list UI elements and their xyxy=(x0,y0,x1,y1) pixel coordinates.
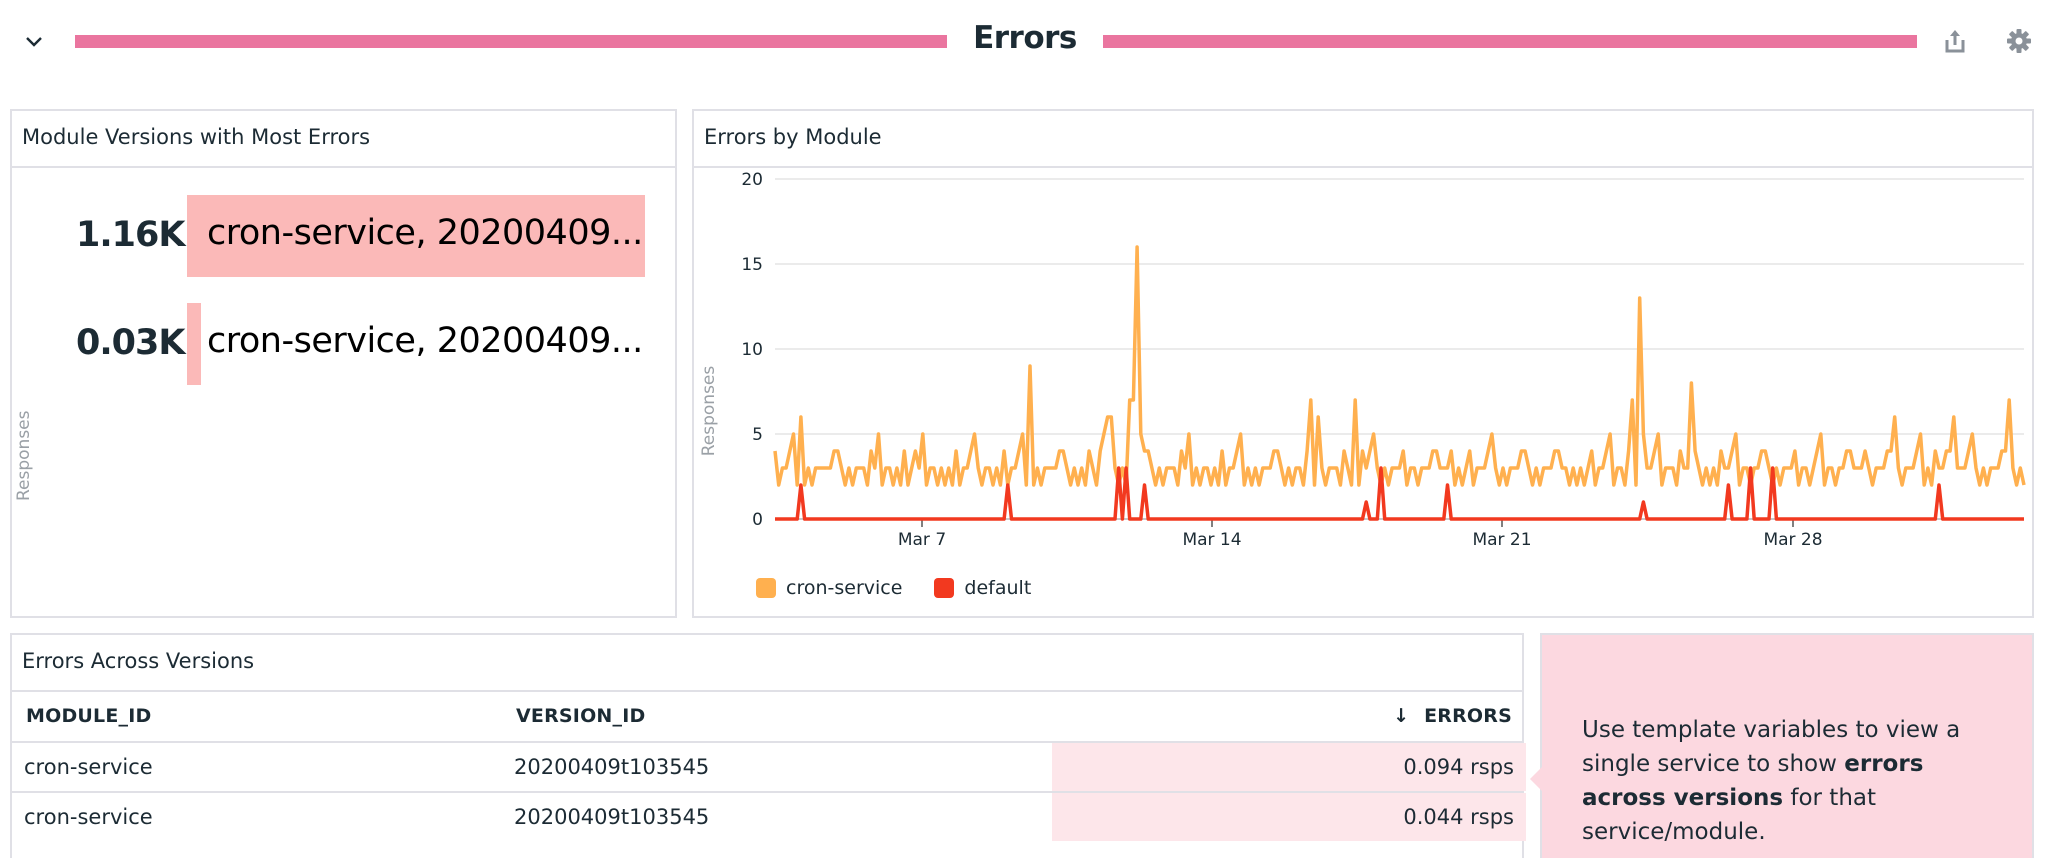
gear-icon[interactable] xyxy=(2004,26,2034,56)
svg-text:Mar 14: Mar 14 xyxy=(1182,530,1241,550)
y-axis-label: Responses xyxy=(699,366,719,457)
query-table-widget: Errors Across Versions MODULE_ID VERSION… xyxy=(10,633,1526,858)
toplist-row[interactable]: 0.03K cron-service, 20200409... xyxy=(12,303,672,385)
error-bar-bg xyxy=(1052,743,1526,791)
toplist-value: 1.16K xyxy=(76,215,185,255)
svg-text:20: 20 xyxy=(741,170,763,190)
chevron-down-icon[interactable] xyxy=(22,30,46,54)
toplist-row[interactable]: 1.16K cron-service, 20200409... xyxy=(12,195,672,277)
svg-text:5: 5 xyxy=(752,425,763,445)
svg-text:Mar 7: Mar 7 xyxy=(898,530,946,550)
toplist-bar xyxy=(187,195,645,277)
cell-version-id: 20200409t103545 xyxy=(514,805,710,829)
group-header: Errors xyxy=(0,0,2045,84)
y-axis-ticks: 0 5 10 15 20 xyxy=(741,170,763,530)
column-header-version-id[interactable]: VERSION_ID xyxy=(516,705,646,727)
widget-title: Errors by Module xyxy=(704,125,882,149)
divider xyxy=(12,690,1522,692)
legend-swatch xyxy=(934,578,955,598)
svg-text:0: 0 xyxy=(752,510,763,530)
cell-errors: 0.044 rsps xyxy=(1403,805,1514,829)
toplist-value: 0.03K xyxy=(76,323,185,363)
divider xyxy=(694,166,2032,168)
chart-legend: cron-service default xyxy=(756,577,1051,599)
legend-label: default xyxy=(964,577,1032,599)
legend-item-default[interactable]: default xyxy=(934,577,1031,599)
note-text: Use template variables to view a single … xyxy=(1582,717,1961,845)
sort-desc-icon: ↓ xyxy=(1393,705,1410,727)
toplist-widget: Module Versions with Most Errors Respons… xyxy=(10,109,677,618)
divider xyxy=(12,166,675,168)
group-title: Errors xyxy=(973,20,1077,56)
legend-item-cron-service[interactable]: cron-service xyxy=(756,577,902,599)
cell-module-id: cron-service xyxy=(24,805,153,829)
column-header-module-id[interactable]: MODULE_ID xyxy=(26,705,152,727)
legend-label: cron-service xyxy=(786,577,903,599)
y-axis-label: Responses xyxy=(14,410,34,501)
series-line-default xyxy=(775,466,2024,521)
svg-text:Mar 28: Mar 28 xyxy=(1763,530,1822,550)
x-axis-ticks: Mar 7 Mar 14 Mar 21 Mar 28 xyxy=(898,519,1823,550)
legend-swatch xyxy=(756,578,776,598)
error-bar-bg xyxy=(1052,793,1526,841)
timeseries-chart[interactable]: 0 5 10 15 20 Mar 7 Mar 14 Mar 21 Mar 28 Respons… xyxy=(694,111,2032,616)
toplist-bar xyxy=(187,303,201,385)
svg-text:Mar 21: Mar 21 xyxy=(1472,530,1531,550)
share-icon[interactable] xyxy=(1940,26,1970,56)
cell-version-id: 20200409t103545 xyxy=(514,755,710,779)
column-header-errors[interactable]: ↓ ERRORS xyxy=(1393,705,1512,727)
widget-title: Module Versions with Most Errors xyxy=(22,125,371,149)
series-line-cron-service xyxy=(773,245,2026,487)
svg-text:10: 10 xyxy=(741,340,763,360)
title-accent-bar-left xyxy=(75,35,947,48)
divider xyxy=(12,791,1522,793)
toplist-label: cron-service, 20200409... xyxy=(207,213,643,253)
note-pointer xyxy=(1530,767,1542,791)
title-accent-bar-right xyxy=(1103,35,1917,48)
svg-text:15: 15 xyxy=(741,255,763,275)
divider xyxy=(12,741,1522,743)
note-widget: Use template variables to view a single … xyxy=(1530,633,2034,858)
timeseries-widget: Errors by Module 0 5 10 15 20 Mar 7 Mar 14 Mar… xyxy=(692,109,2034,618)
toplist-label: cron-service, 20200409... xyxy=(207,321,643,361)
cell-errors: 0.094 rsps xyxy=(1403,755,1514,779)
cell-module-id: cron-service xyxy=(24,755,153,779)
widget-title: Errors Across Versions xyxy=(22,649,255,673)
